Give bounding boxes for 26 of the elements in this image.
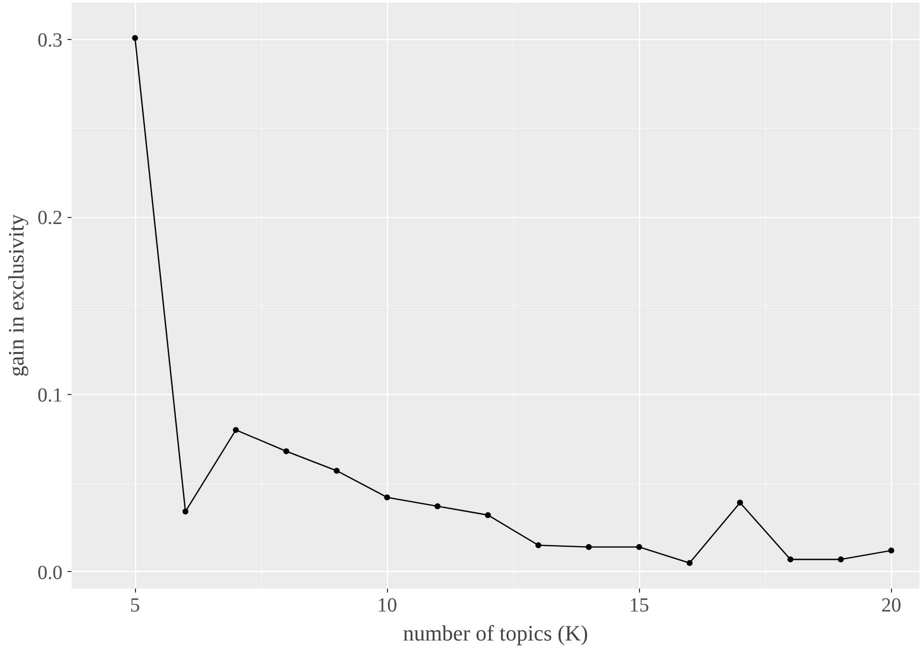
x-tick-label: 20: [881, 594, 902, 616]
y-axis-title: gain in exclusivity: [4, 214, 28, 377]
x-tick-label: 10: [377, 594, 398, 616]
point: [484, 512, 491, 518]
point: [283, 448, 290, 454]
point: [434, 503, 441, 510]
y-tick-label: 0.0: [38, 562, 62, 584]
point: [787, 556, 794, 562]
point: [686, 560, 693, 566]
point: [737, 500, 744, 506]
point: [586, 544, 592, 550]
point: [636, 544, 642, 550]
y-tick-label: 0.1: [38, 384, 62, 406]
x-axis-title: number of topics (K): [402, 620, 588, 646]
point: [838, 556, 844, 562]
point: [232, 426, 239, 433]
y-tick-label: 0.2: [38, 207, 62, 230]
point: [535, 542, 542, 548]
point: [132, 34, 138, 41]
point: [182, 508, 188, 515]
y-tick-label: 0.3: [38, 30, 62, 52]
point: [888, 548, 894, 554]
point: [384, 494, 390, 500]
x-tick-label: 5: [130, 594, 140, 616]
x-tick-label: 15: [629, 594, 650, 616]
point: [334, 468, 340, 474]
